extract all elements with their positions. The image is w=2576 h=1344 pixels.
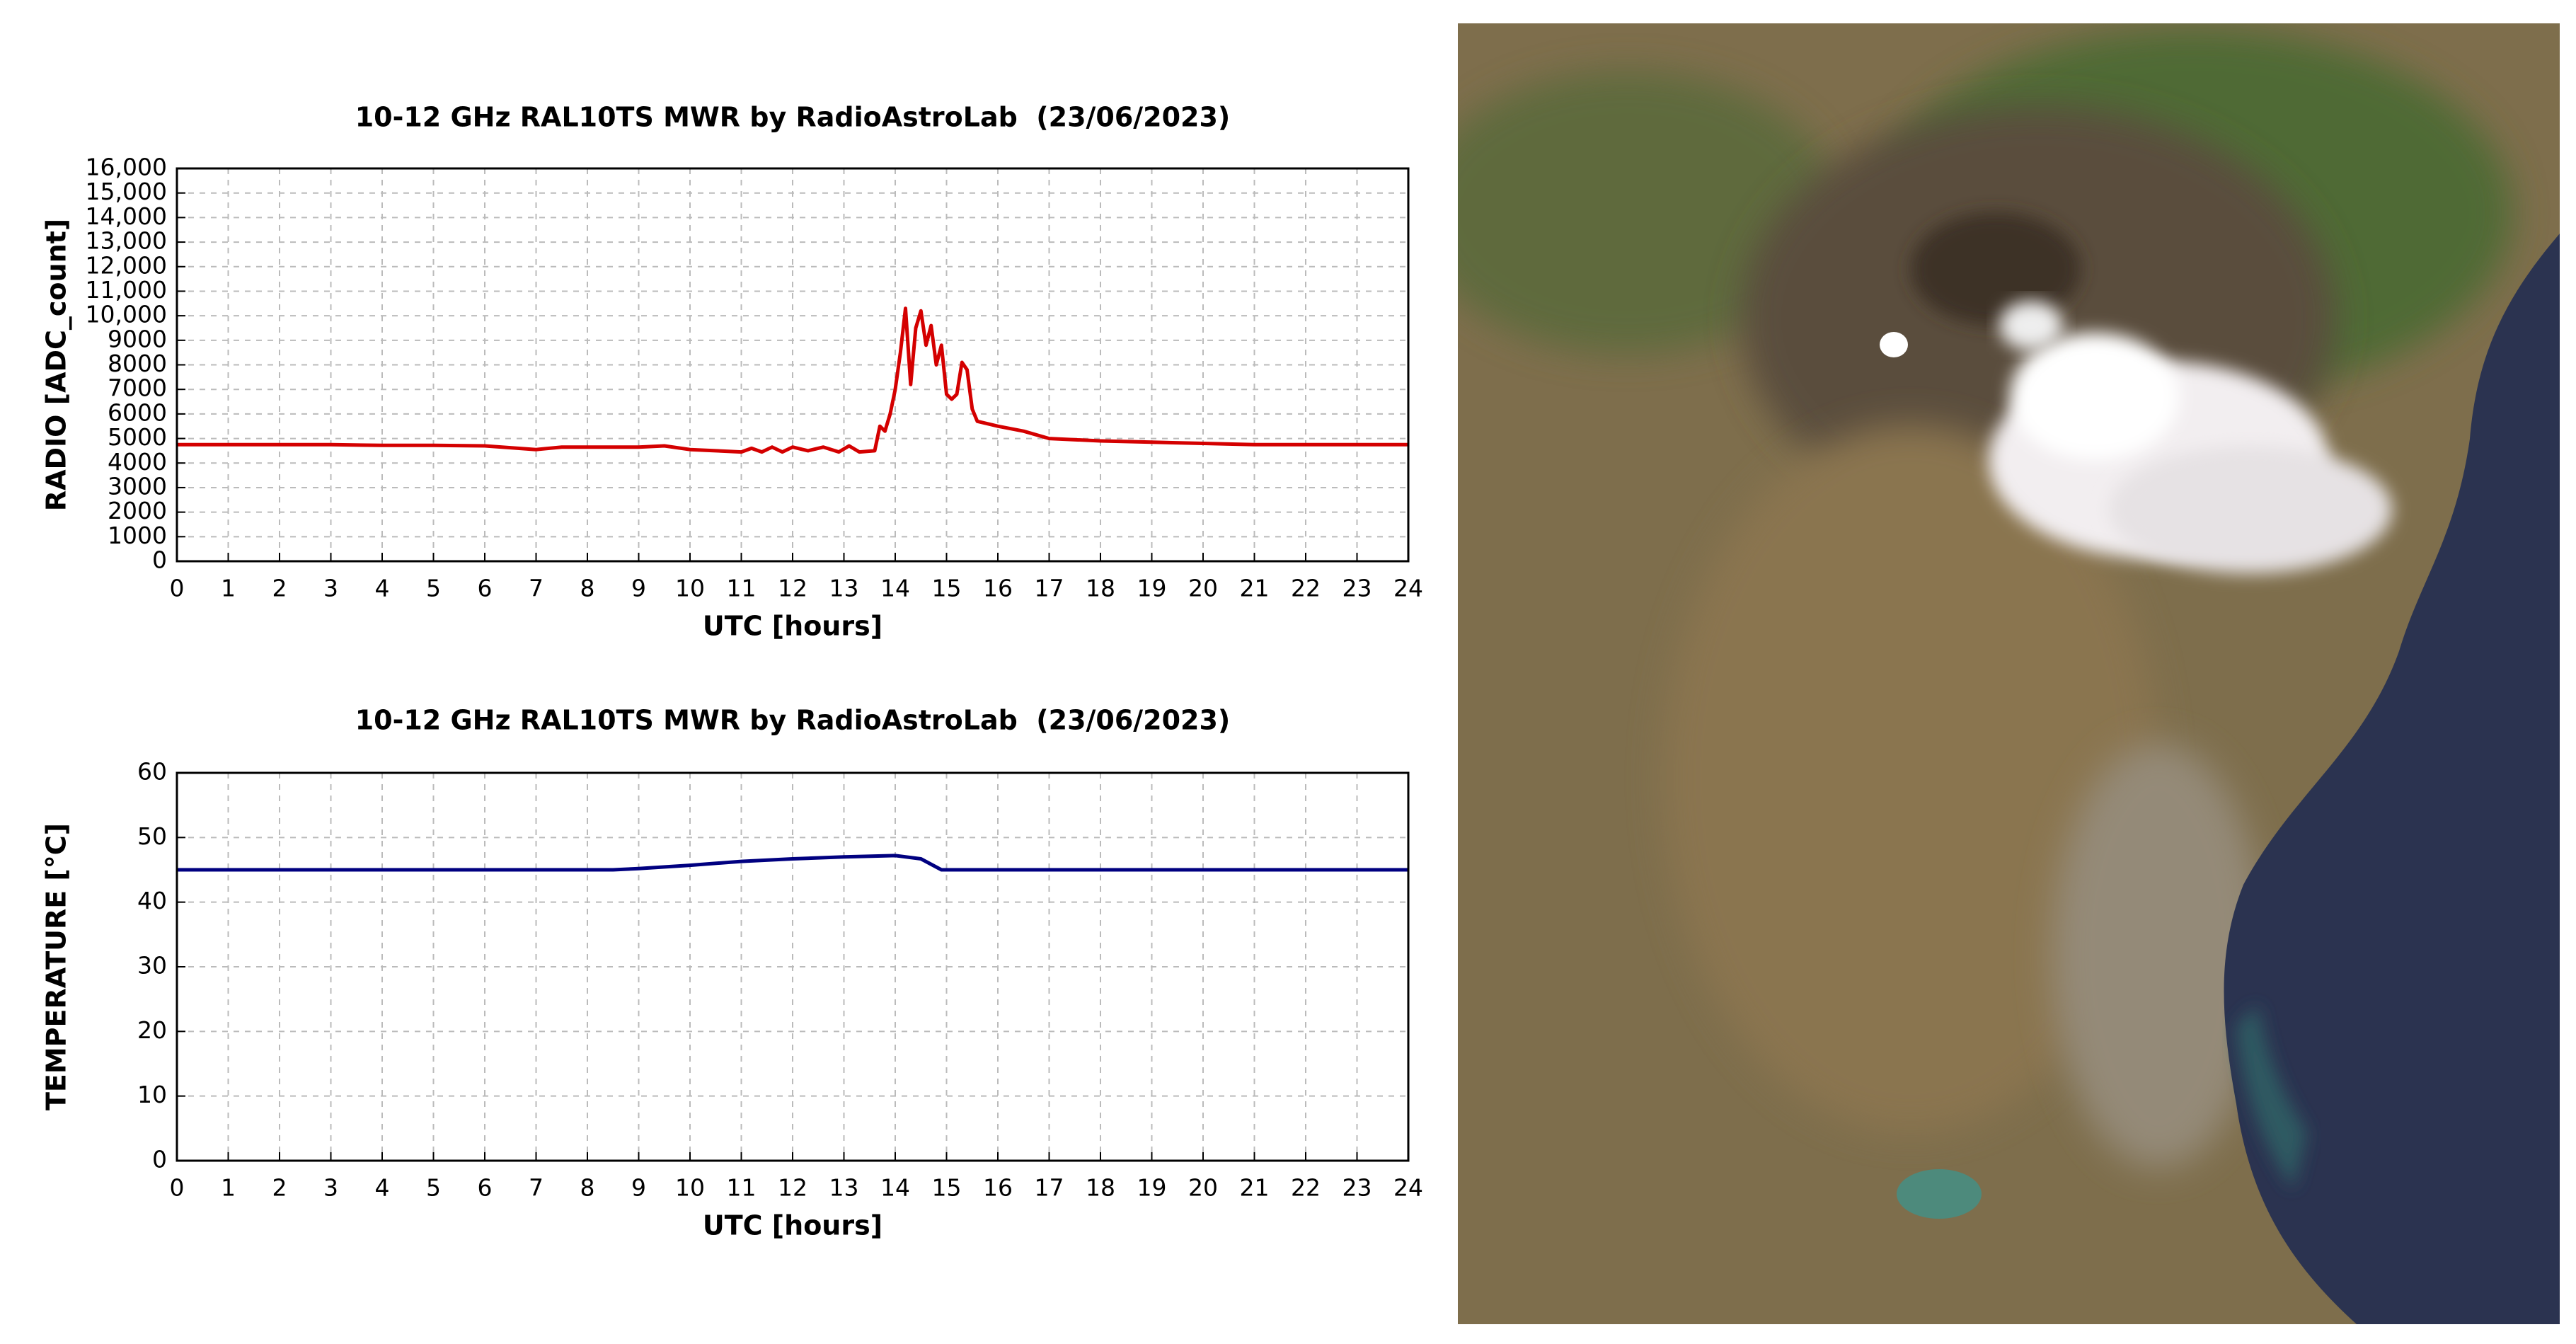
x-tick-label: 1 (221, 575, 236, 602)
x-tick-label: 3 (323, 575, 338, 602)
y-tick-label: 60 (137, 758, 167, 786)
x-tick-label: 4 (375, 575, 390, 602)
charts: 010002000300040005000600070008000900010,… (41, 102, 1424, 1241)
y-tick-label: 5000 (108, 423, 167, 451)
x-tick-label: 23 (1342, 575, 1372, 602)
y-tick-label: 20 (137, 1016, 167, 1044)
y-tick-label: 3000 (108, 472, 167, 500)
y-tick-label: 12,000 (86, 251, 167, 279)
cloud (2109, 446, 2392, 573)
y-tick-label: 13,000 (86, 227, 167, 255)
x-tick-label: 6 (478, 575, 493, 602)
x-tick-label: 8 (580, 575, 595, 602)
plain (1663, 425, 2158, 1132)
x-tick-label: 14 (880, 575, 910, 602)
x-tick-label: 12 (778, 1174, 807, 1202)
y-tick-label: 16,000 (86, 154, 167, 181)
x-axis-label: UTC [hours] (703, 611, 882, 642)
y-tick-label: 9000 (108, 325, 167, 352)
x-tick-label: 24 (1393, 1174, 1423, 1202)
x-tick-label: 2 (272, 575, 287, 602)
x-tick-label: 9 (631, 1174, 646, 1202)
y-tick-label: 15,000 (86, 178, 167, 205)
x-tick-label: 18 (1086, 575, 1115, 602)
x-tick-label: 19 (1137, 1174, 1167, 1202)
x-tick-label: 9 (631, 575, 646, 602)
x-tick-label: 21 (1240, 1174, 1270, 1202)
x-axis-label: UTC [hours] (703, 1210, 882, 1241)
cloud (2010, 333, 2180, 460)
y-tick-label: 40 (137, 887, 167, 914)
x-tick-label: 1 (221, 1174, 236, 1202)
vegetation (1458, 71, 1840, 354)
y-tick-label: 0 (152, 1146, 167, 1173)
x-tick-label: 21 (1240, 575, 1270, 602)
y-tick-label: 0 (152, 546, 167, 574)
plot-frame (176, 167, 1410, 563)
data-line (177, 306, 1408, 454)
x-tick-label: 16 (983, 1174, 1013, 1202)
x-tick-label: 23 (1342, 1174, 1372, 1202)
chart-title: 10-12 GHz RAL10TS MWR by RadioAstroLab (… (355, 102, 1231, 133)
data-line (177, 854, 1408, 872)
y-axis-label: RADIO [ADC_count] (41, 219, 72, 511)
y-axis-label: TEMPERATURE [°C] (41, 823, 72, 1110)
x-tick-label: 8 (580, 1174, 595, 1202)
x-tick-label: 7 (529, 575, 544, 602)
y-tick-label: 30 (137, 952, 167, 980)
x-tick-label: 14 (880, 1174, 910, 1202)
x-tick-label: 24 (1393, 575, 1423, 602)
chart-title: 10-12 GHz RAL10TS MWR by RadioAstroLab (… (355, 705, 1231, 736)
y-tick-label: 10 (137, 1081, 167, 1108)
y-tick-label: 6000 (108, 398, 167, 426)
x-tick-label: 16 (983, 575, 1013, 602)
y-tick-label: 4000 (108, 448, 167, 476)
x-tick-label: 22 (1291, 575, 1321, 602)
x-tick-label: 12 (778, 575, 807, 602)
plot-frame (176, 771, 1410, 1162)
x-tick-label: 15 (932, 1174, 962, 1202)
cloud (1880, 332, 1908, 357)
x-tick-label: 10 (675, 575, 705, 602)
x-tick-label: 17 (1035, 575, 1064, 602)
y-tick-label: 50 (137, 822, 167, 850)
x-tick-label: 13 (829, 575, 859, 602)
x-tick-label: 11 (727, 1174, 757, 1202)
x-tick-label: 15 (932, 575, 962, 602)
y-tick-label: 10,000 (86, 301, 167, 328)
y-tick-label: 11,000 (86, 276, 167, 304)
lake (1897, 1169, 1982, 1219)
x-tick-label: 5 (426, 1174, 441, 1202)
satellite-image (1458, 23, 2560, 1324)
y-tick-label: 14,000 (86, 202, 167, 230)
x-tick-label: 0 (170, 575, 185, 602)
summit (1911, 212, 2081, 326)
y-tick-label: 2000 (108, 497, 167, 524)
x-tick-label: 22 (1291, 1174, 1321, 1202)
x-tick-label: 20 (1188, 1174, 1218, 1202)
x-tick-label: 13 (829, 1174, 859, 1202)
x-tick-label: 7 (529, 1174, 544, 1202)
x-tick-label: 19 (1137, 575, 1167, 602)
x-tick-label: 0 (170, 1174, 185, 1202)
y-tick-label: 7000 (108, 374, 167, 402)
x-tick-label: 10 (675, 1174, 705, 1202)
x-tick-label: 11 (727, 575, 757, 602)
x-tick-label: 3 (323, 1174, 338, 1202)
x-tick-label: 6 (478, 1174, 493, 1202)
x-tick-label: 17 (1035, 1174, 1064, 1202)
cloud (1999, 301, 2063, 350)
x-tick-label: 4 (375, 1174, 390, 1202)
y-tick-label: 8000 (108, 350, 167, 377)
shallow-water (2236, 1005, 2307, 1189)
city (2052, 743, 2265, 1168)
sea (2224, 234, 2560, 1324)
x-tick-label: 20 (1188, 575, 1218, 602)
y-tick-label: 1000 (108, 522, 167, 549)
x-tick-label: 18 (1086, 1174, 1115, 1202)
x-tick-label: 2 (272, 1174, 287, 1202)
x-tick-label: 5 (426, 575, 441, 602)
